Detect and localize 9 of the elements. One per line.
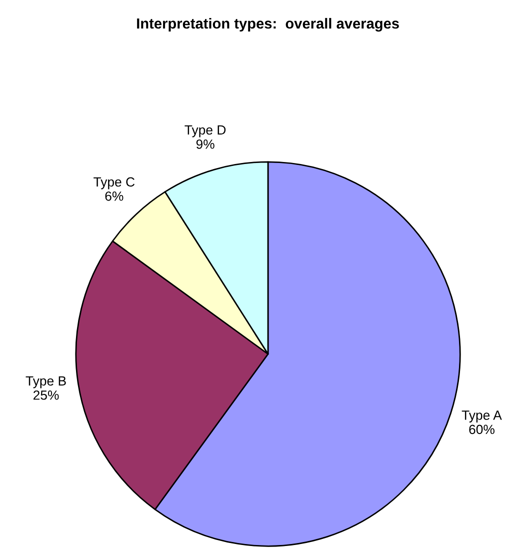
- data-label: 9%: [196, 139, 214, 149]
- chart-title: Interpretation types: overall averages: [137, 18, 399, 32]
- slice-label: Type B: [26, 376, 66, 388]
- data-label: 6%: [105, 191, 124, 201]
- slice-label: Type D: [184, 125, 226, 138]
- slice-label: Type C: [94, 177, 135, 190]
- data-label: 60%: [469, 424, 494, 434]
- data-label: 25%: [33, 390, 59, 400]
- slice-label: Type A: [462, 410, 502, 422]
